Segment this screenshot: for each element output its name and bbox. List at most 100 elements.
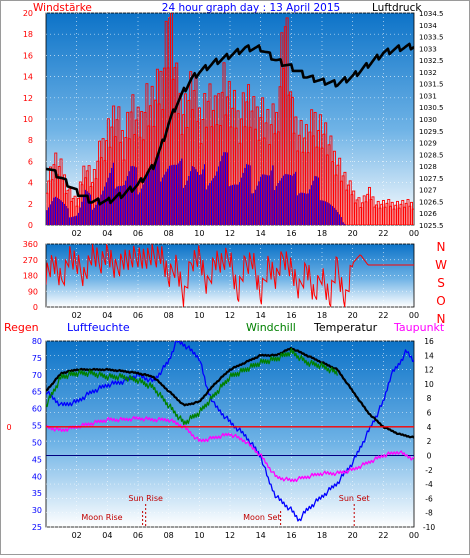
mean-wind-bar [330,204,332,225]
temperature-ticks: 02 04 06 08 10 12 14 16 18 20 22 002530354045505560… [6,337,435,540]
mean-wind-bar [98,198,101,225]
mean-wind-bar [146,175,148,225]
mean-wind-bar [165,171,167,225]
left-tick-label: 16 [23,51,33,60]
mean-wind-bar [274,190,276,225]
direction-tick-label: 0 [33,303,38,312]
temp-tick-label: 12 [424,366,434,375]
mean-wind-bar [69,217,71,225]
mean-wind-bar [331,206,334,225]
mean-wind-bar [60,200,62,225]
mean-wind-bar [188,175,190,225]
right-tick-label: 1033 [419,45,437,53]
x-tick-label: 16 [286,229,296,238]
mean-wind-bar [116,186,118,225]
x-tick-label: 20 [348,229,358,238]
temp-tick-label: -4 [425,480,433,489]
mean-wind-bar [111,167,113,225]
mean-wind-bar [256,185,258,225]
right-tick-label: 1026 [419,210,437,218]
temp-tick-label: 6 [427,409,432,418]
mean-wind-bar [316,176,318,225]
x-tick-label: 06 [133,229,143,238]
mean-wind-bar [170,165,172,225]
mean-wind-bar [253,193,255,225]
x-tick-label: 08 [164,531,174,540]
mean-wind-bar [119,185,122,225]
right-tick-label: 1031 [419,92,437,100]
mean-wind-bar [263,174,265,225]
mean-wind-bar [128,171,130,225]
mean-wind-bar [198,175,200,225]
mean-wind-bar [202,169,204,225]
mean-wind-bar [324,201,327,225]
x-tick-label: 08 [164,311,174,320]
mean-wind-bar [191,166,193,225]
chart-title: 24 hour graph day : 13 April 2015 [162,2,340,14]
x-tick-label: 14 [256,531,266,540]
astro-events: Moon Rise Sun Rise Moon Set Sun Set [81,494,370,527]
sun-set-label: Sun Set [339,494,370,503]
mean-wind-bar [132,165,134,225]
x-tick-label: 08 [164,229,174,238]
mean-wind-bar [153,165,155,225]
mean-wind-bar [48,207,50,225]
left-tick-label: 4 [28,179,33,188]
legend-temperatur: Temperatur [313,321,378,334]
mean-wind-bar [333,207,335,225]
x-tick-label: 12 [225,229,235,238]
mean-wind-bar [279,180,281,225]
x-tick-label: 04 [102,311,112,320]
mean-wind-bar [158,150,160,225]
mean-wind-bar [204,164,206,225]
mean-wind-bar [261,174,264,225]
mean-wind-bar [49,204,52,225]
mean-wind-bar [249,165,251,225]
direction-tick-label: 270 [23,256,38,265]
right-tick-label: 1031.5 [419,81,444,89]
mean-wind-bar [214,175,216,225]
right-tick-label: 1025.5 [419,222,444,230]
mean-wind-bar [62,202,64,225]
left-tick-label: 18 [23,30,33,39]
mean-wind-bar [88,192,90,225]
mean-wind-bar [305,193,307,225]
mean-wind-bar [181,158,183,225]
mean-wind-bar [232,184,234,225]
mean-wind-bar [160,181,162,225]
x-tick-label: 04 [102,229,112,238]
mean-wind-bar [140,188,143,225]
x-tick-label: 18 [317,311,327,320]
right-tick-label: 1027.5 [419,175,444,183]
x-tick-label: 00 [409,531,419,540]
mean-wind-bar [135,167,137,225]
right-tick-label: 1032 [419,69,437,77]
mean-wind-bar [195,169,197,225]
mean-wind-bar [56,197,59,225]
temp-tick-label: 10 [424,380,434,389]
mean-wind-bar [133,166,136,225]
x-tick-label: 22 [378,531,388,540]
mean-wind-bar [76,215,78,225]
humidity-tick-label: 55 [32,422,42,431]
wind-pressure-ticks: 02 04 06 08 10 12 14 16 18 20 22 000246810121416182… [23,9,444,238]
mean-wind-bar [65,205,67,225]
mean-wind-bar [123,184,125,225]
mean-wind-bar [55,196,57,225]
mean-wind-bar [237,184,239,225]
humidity-tick-label: 35 [32,489,42,498]
mean-wind-bar [310,185,313,225]
x-tick-label: 02 [72,311,82,320]
mean-wind-bar [97,201,99,225]
right-tick-label: 1026.5 [419,198,444,206]
mean-wind-bar [179,160,181,225]
mean-wind-bar [340,217,342,225]
wind-direction-line [46,244,414,307]
mean-wind-bar [242,172,244,225]
mean-wind-bar [163,174,165,225]
mean-wind-bar [328,203,330,225]
temp-tick-label: -2 [425,466,433,475]
mean-wind-bar [197,171,199,225]
